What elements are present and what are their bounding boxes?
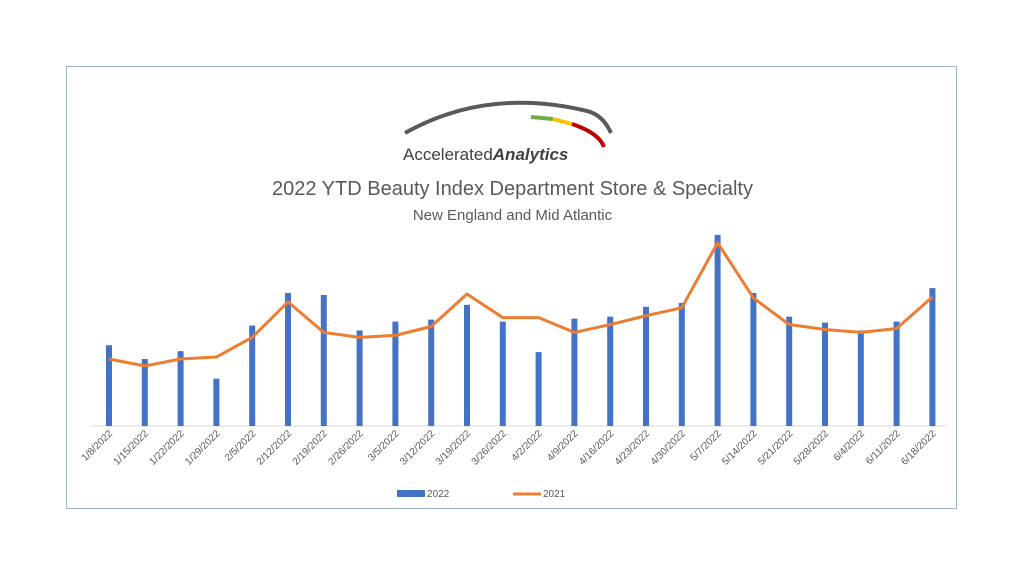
legend-label-2022: 2022: [427, 489, 450, 500]
bar-2022: [607, 316, 614, 426]
logo-arc-red: [571, 122, 606, 148]
bar-2022: [714, 234, 721, 426]
legend-swatch-2022: [397, 490, 425, 497]
x-tick-label: 3/5/2022: [366, 428, 402, 464]
bar-2022: [320, 294, 327, 426]
bar-2022: [464, 304, 470, 426]
logo-text: AcceleratedAnalytics: [403, 145, 568, 164]
bar-2022: [213, 378, 220, 426]
x-tick-label: 6/11/2022: [864, 428, 903, 467]
bar-2022: [499, 321, 506, 426]
bar-2022: [177, 351, 184, 426]
x-tick-label: 3/12/2022: [398, 428, 438, 468]
bar-2022: [857, 330, 864, 426]
bar-2022: [822, 322, 828, 426]
x-tick-label: 2/5/2022: [223, 428, 259, 464]
x-tick-label: 6/18/2022: [899, 428, 939, 468]
x-tick-label: 1/29/2022: [183, 428, 223, 468]
bar-2022: [929, 288, 936, 426]
bar-2022: [106, 345, 112, 426]
bar-2022: [392, 321, 399, 426]
bar-2022: [535, 352, 542, 426]
bar-2022: [571, 318, 578, 426]
bar-2022: [643, 306, 649, 426]
x-tick-label: 2/19/2022: [291, 428, 331, 468]
x-tick-label: 1/15/2022: [112, 428, 152, 468]
bar-2022: [786, 316, 793, 426]
chart-frame: AcceleratedAnalytics 2022 YTD Beauty Ind…: [66, 66, 957, 509]
chart-subtitle: New England and Mid Atlantic: [412, 207, 613, 224]
chart-title: 2022 YTD Beauty Index Department Store &…: [271, 178, 753, 200]
x-tick-label: 4/2/2022: [509, 428, 545, 464]
bar-2022: [428, 319, 435, 426]
x-tick-label: 4/23/2022: [613, 428, 653, 468]
x-tick-label: 6/4/2022: [832, 428, 868, 464]
x-tick-label: 4/30/2022: [649, 428, 689, 468]
x-tick-label: 2/12/2022: [255, 428, 295, 468]
x-tick-label: 1/8/2022: [80, 428, 116, 464]
bar-2022: [249, 325, 256, 426]
x-tick-label: 2/26/2022: [326, 428, 366, 468]
line-2021: [108, 241, 934, 368]
bar-2022: [356, 330, 363, 426]
x-tick-label: 4/9/2022: [545, 428, 581, 464]
accelerated-analytics-logo: AcceleratedAnalytics: [403, 100, 613, 164]
x-tick-label: 5/21/2022: [756, 428, 796, 468]
x-tick-label: 3/26/2022: [470, 428, 510, 468]
x-tick-label: 5/28/2022: [792, 428, 832, 468]
bar-2022: [893, 321, 900, 426]
logo-arc: [404, 100, 613, 135]
x-tick-label: 5/7/2022: [688, 428, 724, 464]
x-tick-label: 5/14/2022: [720, 428, 760, 468]
bar-2022: [285, 293, 291, 426]
logo-arc-green: [530, 115, 554, 121]
bar-2022: [141, 359, 148, 426]
logo-arc-yellow: [552, 117, 573, 126]
legend-label-2021: 2021: [543, 489, 566, 500]
x-tick-label: 3/19/2022: [434, 428, 474, 468]
x-tick-label: 1/22/2022: [147, 428, 187, 468]
bar-2022: [678, 302, 685, 426]
bar-2022: [750, 293, 757, 426]
x-tick-label: 4/16/2022: [577, 428, 617, 468]
